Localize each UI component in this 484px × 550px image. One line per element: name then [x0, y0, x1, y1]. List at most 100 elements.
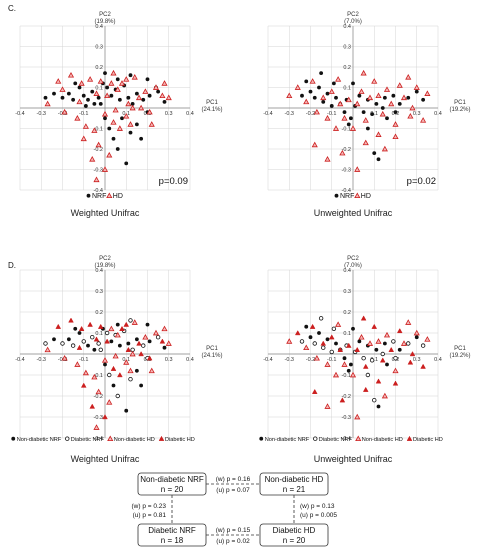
- x-tick-label: -0.4: [15, 357, 24, 363]
- point-triangle: [123, 76, 130, 82]
- point-triangle: [332, 125, 340, 131]
- point-dot: [414, 335, 419, 340]
- point-triangle-fill: [354, 346, 361, 352]
- point-dot: [115, 77, 120, 82]
- box-diabetic-nrf-title: Diabetic NRF: [148, 526, 196, 535]
- point-triangle: [123, 359, 130, 365]
- point-dot: [103, 362, 107, 367]
- point-triangle-fill: [68, 317, 74, 323]
- point-triangle: [354, 100, 361, 107]
- comparison-diagram: Non-diabetic NRF n = 20 Non-diabetic HD …: [131, 472, 337, 547]
- point-triangle-fill: [309, 323, 316, 329]
- point-triangle: [108, 80, 115, 86]
- point-dot: [342, 356, 347, 361]
- legend-label: Diabetic NRF: [71, 437, 105, 443]
- point-triangle: [106, 399, 113, 405]
- point-dot: [397, 102, 402, 106]
- legend-marker: [406, 435, 413, 441]
- point-triangle: [165, 94, 172, 101]
- point-triangle: [148, 121, 155, 127]
- point-dot: [139, 136, 144, 141]
- y-tick-label: -0.1: [342, 127, 351, 133]
- point-ring: [43, 341, 48, 346]
- y-tick-label: -0.4: [342, 188, 351, 194]
- point-dot: [126, 95, 131, 100]
- x-axis-label: PC1: [454, 100, 466, 106]
- point-triangle: [413, 329, 420, 336]
- x-tick-label: 0.4: [186, 357, 194, 363]
- point-ring: [372, 398, 377, 403]
- y-tick-label: -0.2: [94, 394, 103, 400]
- point-triangle: [324, 403, 331, 409]
- point-triangle: [91, 127, 98, 133]
- point-triangle-fill: [320, 340, 327, 346]
- legend-label: NRF: [340, 193, 354, 200]
- y-tick-label: 0.2: [343, 65, 351, 71]
- point-ring: [380, 351, 385, 357]
- point-dot: [382, 341, 387, 346]
- p-value-annotation: p=0.09: [159, 176, 188, 187]
- x-tick-label: -0.3: [37, 111, 46, 117]
- point-triangle: [424, 90, 431, 96]
- point-triangle: [78, 80, 85, 86]
- legend-label: HD: [361, 193, 371, 200]
- point-triangle-fill: [396, 327, 403, 334]
- point-dot: [397, 347, 402, 352]
- point-dot: [103, 71, 107, 76]
- point-dot: [60, 95, 65, 100]
- point-ring: [361, 356, 366, 361]
- point-dot: [321, 99, 326, 104]
- legend-label: Non-diabetic HD: [362, 437, 403, 443]
- point-ring: [90, 335, 95, 340]
- scatter-d-unweighted: -0.4-0.3-0.2-0.10.10.20.30.40.40.30.20.1…: [259, 256, 471, 464]
- box-diabetic-hd: [259, 523, 329, 547]
- point-triangle-fill: [125, 346, 132, 352]
- point-ring: [318, 316, 324, 321]
- point-dot: [52, 337, 56, 342]
- point-dot: [162, 345, 167, 350]
- point-ring: [312, 341, 317, 346]
- point-triangle: [392, 133, 399, 140]
- point-triangle: [93, 90, 100, 96]
- y-tick-label: 0.4: [343, 24, 351, 30]
- point-dot: [325, 337, 330, 342]
- legend-marker: [259, 436, 264, 441]
- point-triangle: [381, 392, 388, 399]
- point-ring: [115, 393, 120, 399]
- box-diabetic-nrf-n: n = 18: [161, 536, 184, 545]
- x-tick-label: -0.4: [263, 111, 272, 117]
- legend-label: HD: [113, 193, 123, 200]
- point-dot: [117, 97, 122, 102]
- point-dot: [382, 95, 387, 100]
- point-dot: [134, 337, 139, 342]
- point-dot: [348, 116, 353, 121]
- y-tick-label: 0.3: [95, 45, 103, 51]
- point-triangle: [127, 121, 134, 127]
- legend-marker: [334, 193, 339, 198]
- point-triangle: [112, 352, 119, 359]
- point-triangle: [142, 333, 149, 340]
- point-triangle: [366, 340, 374, 346]
- point-triangle-fill: [375, 378, 382, 384]
- y-tick-label: 0.4: [95, 24, 103, 30]
- point-triangle: [371, 78, 378, 84]
- point-triangle: [383, 331, 391, 338]
- point-triangle-fill: [407, 359, 414, 365]
- point-triangle: [74, 361, 81, 367]
- x-tick-label: -0.4: [263, 357, 272, 363]
- point-triangle: [303, 98, 310, 105]
- point-ring: [331, 326, 337, 331]
- point-triangle: [110, 69, 117, 76]
- legend-marker: [313, 436, 318, 441]
- point-triangle: [114, 86, 121, 92]
- point-dot: [145, 322, 150, 327]
- point-triangle: [358, 88, 365, 94]
- point-triangle: [74, 115, 81, 121]
- point-triangle-fill: [409, 351, 416, 357]
- y-tick-label: 0.3: [95, 289, 103, 295]
- point-triangle: [354, 413, 361, 420]
- legend-marker: [11, 436, 16, 441]
- point-dot: [98, 102, 103, 106]
- point-dot: [357, 339, 362, 344]
- stat-top-unweighted: (u) p = 0.07: [216, 487, 250, 494]
